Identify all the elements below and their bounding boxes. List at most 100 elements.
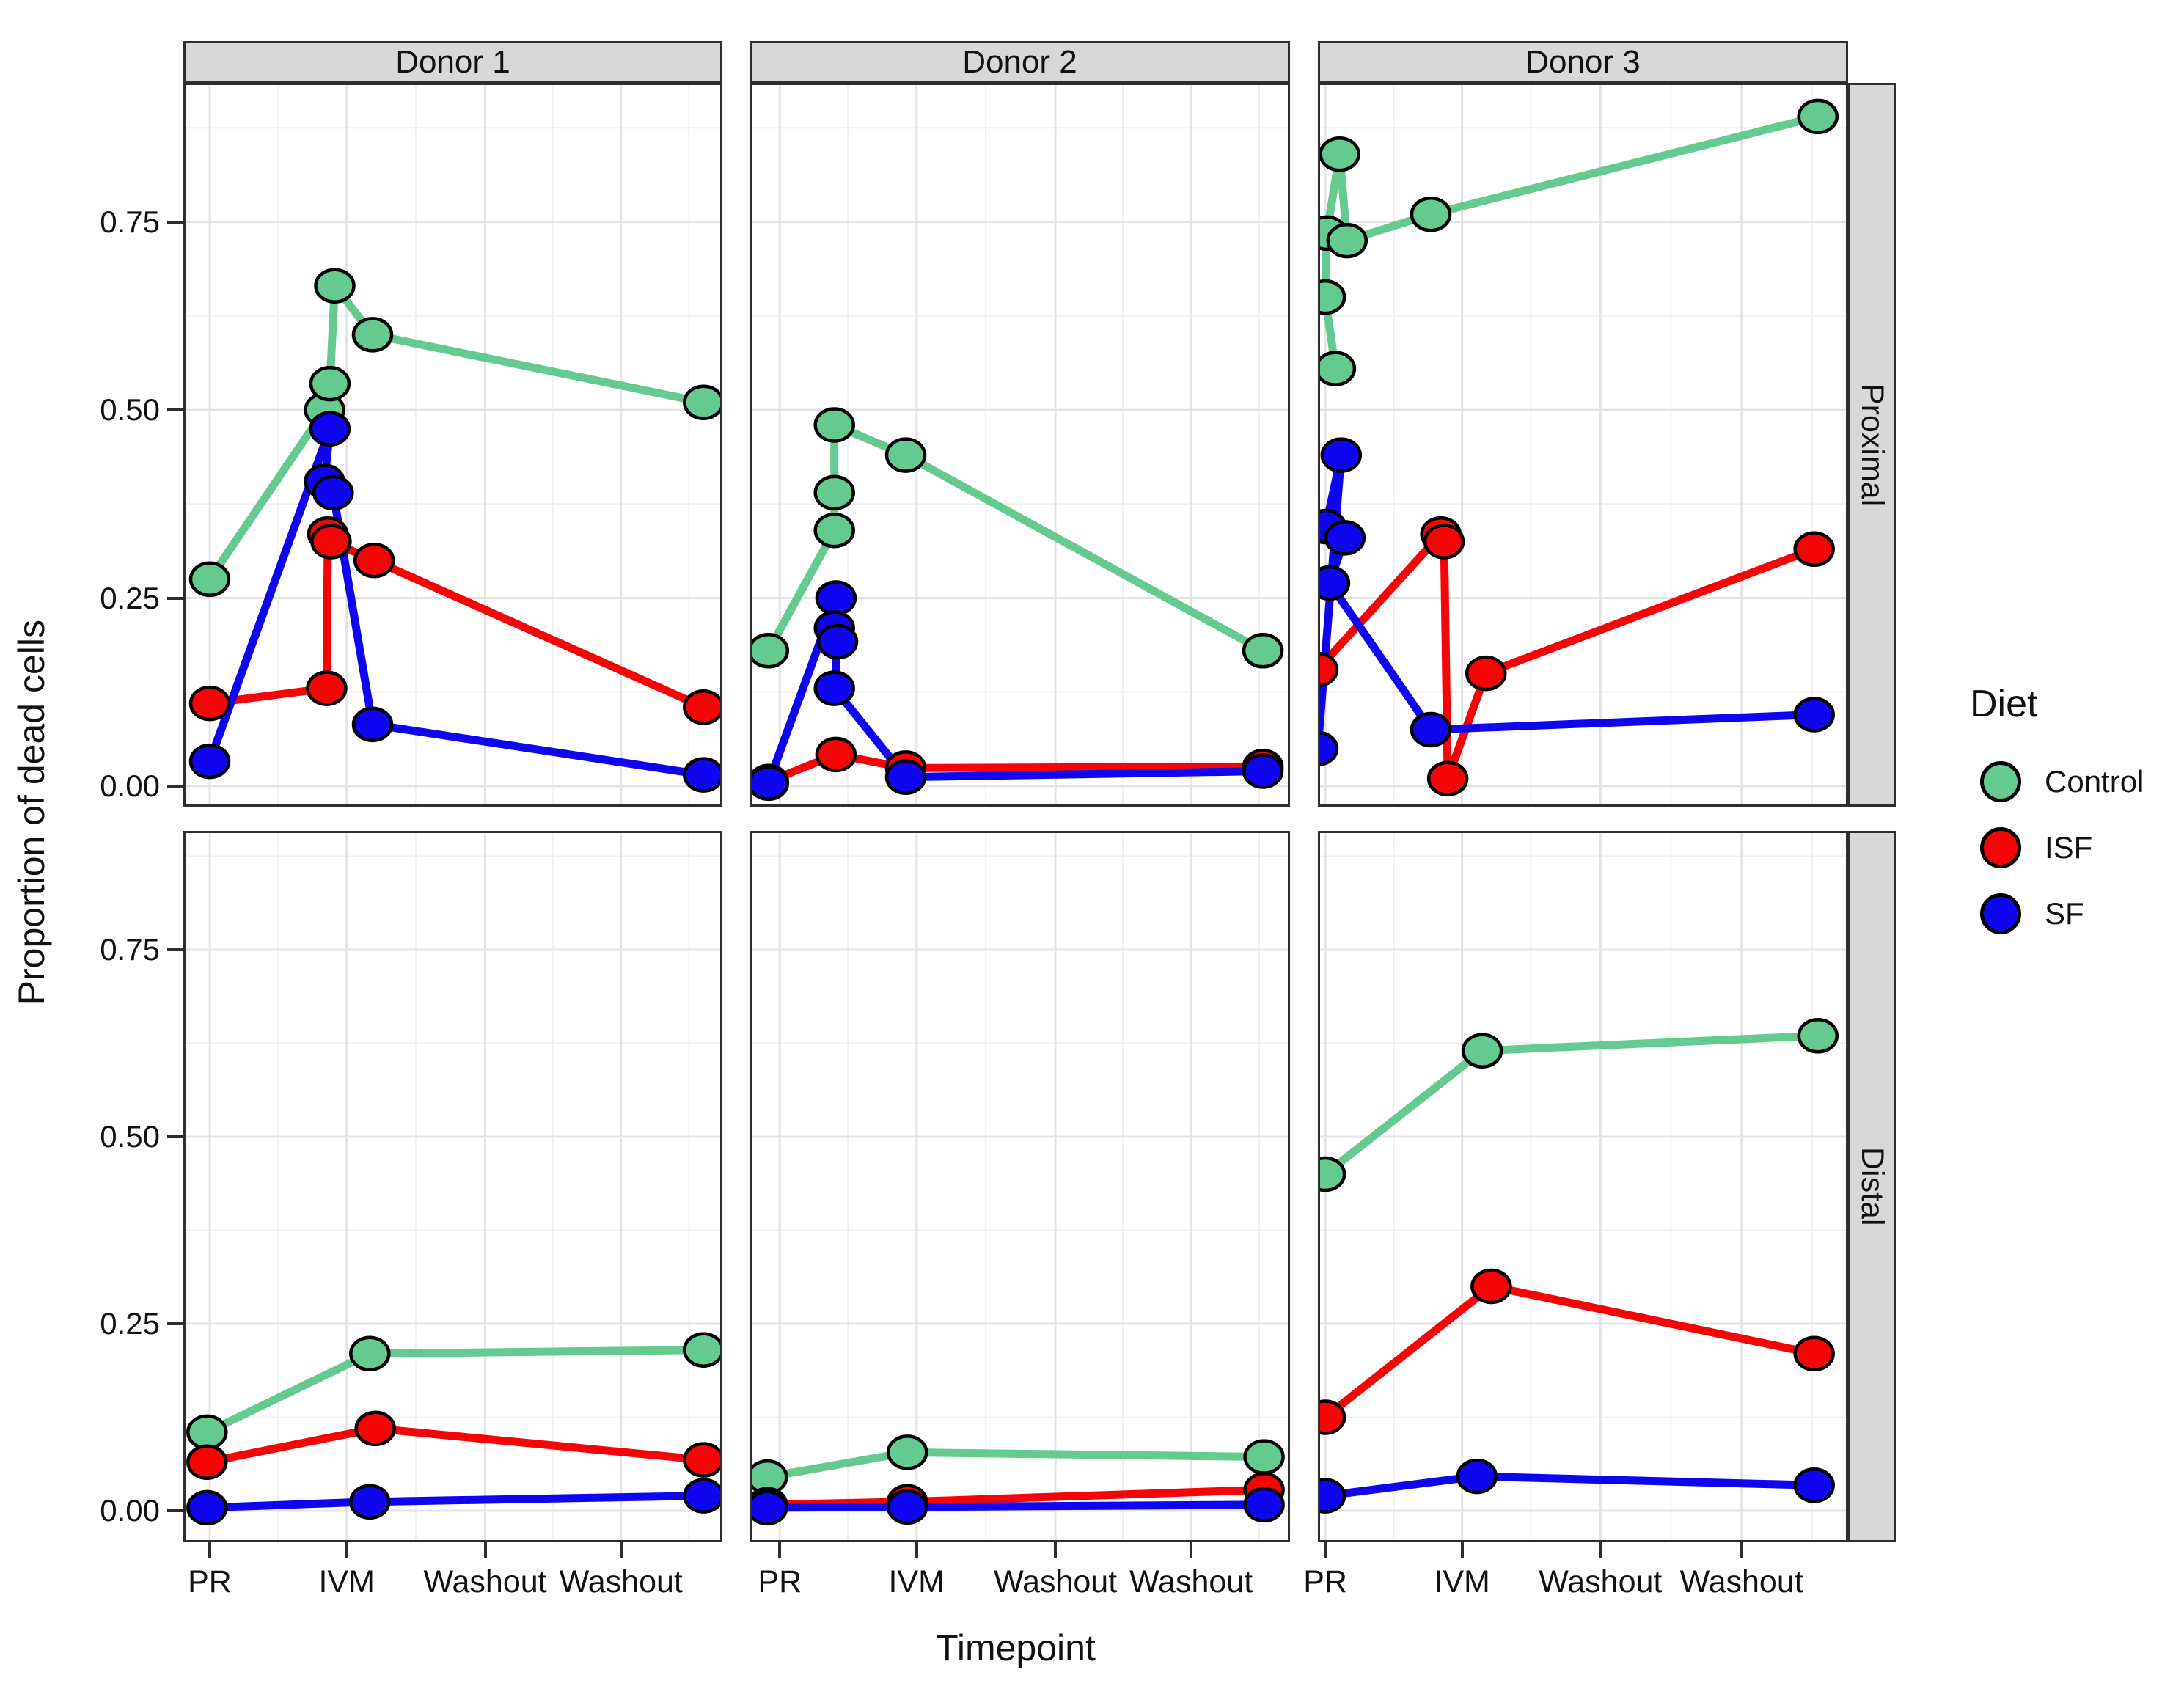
data-point-isf [1465,655,1507,692]
data-point-sf [1456,1458,1498,1495]
facet-strip-proximal: Proximal [1848,83,1896,807]
y-axis-title-text: Proportion of dead cells [11,620,52,1005]
data-point-control [683,384,722,420]
data-point-sf [1793,1467,1835,1503]
data-point-sf [1324,520,1366,556]
data-point-control [1797,1018,1839,1054]
facet-strip-distal: Distal [1848,831,1896,1542]
data-point-isf [1318,1399,1346,1435]
data-point-sf [816,623,859,660]
y-tick-mark [167,1509,183,1512]
y-tick-label: 0.75 [100,932,160,967]
data-point-control [309,365,351,402]
data-point-sf [1793,697,1835,733]
y-tick-label: 0.75 [100,204,160,239]
x-tick-label: IVM [1434,1564,1490,1599]
data-point-control [1243,1439,1285,1475]
y-tick-mark [167,1135,183,1138]
data-point-isf [310,524,352,560]
x-tick-label: Washout [1539,1564,1663,1599]
data-point-isf [1423,524,1465,560]
legend-entry-label: Control [2045,764,2144,799]
data-point-control [813,474,855,511]
data-point-sf [312,474,354,511]
data-point-isf [188,685,231,722]
panel-donor-3-proximal [1318,83,1848,807]
data-point-control [1318,351,1357,386]
data-point-control [351,317,394,353]
y-tick-mark [167,408,183,411]
facet-strip-donor-3: Donor 3 [1318,41,1848,83]
legend-entry-sf: SF [1970,892,2183,936]
x-tick-mark [778,1542,782,1558]
data-point-isf [1318,651,1339,688]
data-point-control [1326,222,1368,259]
data-point-control [1318,1156,1346,1192]
data-point-sf [1243,1487,1285,1523]
x-tick-mark [619,1542,623,1558]
facet-strip-label: Donor 1 [395,43,510,80]
data-point-isf [1426,760,1469,796]
y-tick-mark [167,596,183,600]
data-point-sf [186,1489,228,1526]
data-point-control [1318,279,1346,315]
data-point-sf [683,757,722,793]
series-line-control [763,1448,1269,1481]
x-tick-mark [915,1542,918,1558]
series-line-control [205,274,708,584]
legend-entry-label: SF [2045,896,2084,931]
data-point-isf [354,1410,396,1447]
data-point-isf [353,542,395,579]
x-tick-label: Washout [1679,1564,1803,1599]
facet-strip-label: Distal [1855,1147,1890,1226]
series-line-control [1321,1031,1822,1179]
series-line-control [202,1346,708,1437]
data-point-control [314,268,356,304]
data-point-sf [886,1489,928,1525]
x-tick-label: Washout [423,1564,547,1599]
data-point-sf [1318,1478,1346,1514]
facet-strip-label: Donor 3 [1525,43,1641,80]
y-axis-title: Proportion of dead cells [6,83,57,1542]
data-point-sf [813,670,855,706]
x-tick-mark [1190,1542,1193,1558]
data-point-control [1242,633,1284,669]
panel-donor-2-distal [750,831,1290,1542]
x-tick-mark [345,1542,348,1558]
data-point-control [884,437,927,473]
facet-strip-label: Donor 2 [962,43,1077,80]
data-point-sf [188,743,231,780]
data-point-control [683,1332,722,1368]
data-point-isf [815,736,857,773]
data-point-sf [683,1478,722,1514]
panel-donor-1-distal [183,831,722,1542]
y-tick-mark [167,948,183,951]
y-tick-label: 0.50 [100,392,160,427]
x-tick-mark [483,1542,487,1558]
legend: Diet Control ISF SF [1970,682,2183,958]
series-line-sf [205,427,708,780]
data-point-sf [1318,730,1339,766]
data-point-sf [349,1484,391,1520]
y-tick-label: 0.00 [100,1493,160,1528]
data-point-control [813,407,855,443]
x-tick-mark [1599,1542,1602,1558]
legend-title: Diet [1970,683,2038,725]
data-point-control [1461,1033,1503,1069]
y-tick-mark [167,785,183,788]
data-point-sf [1318,565,1351,601]
series-line-control [764,419,1267,655]
data-point-isf [1793,531,1835,568]
data-point-isf [1470,1268,1512,1305]
data-point-sf [815,580,857,616]
data-point-control [349,1335,391,1372]
x-tick-mark [1054,1542,1058,1558]
panel-donor-3-distal [1318,831,1848,1542]
series-line-control [1321,112,1822,373]
legend-entry-control: Control [1970,760,2183,804]
x-tick-label: Washout [1129,1564,1253,1599]
x-tick-mark [208,1542,211,1558]
series-line-isf [1318,527,1819,780]
data-point-isf [306,670,348,706]
